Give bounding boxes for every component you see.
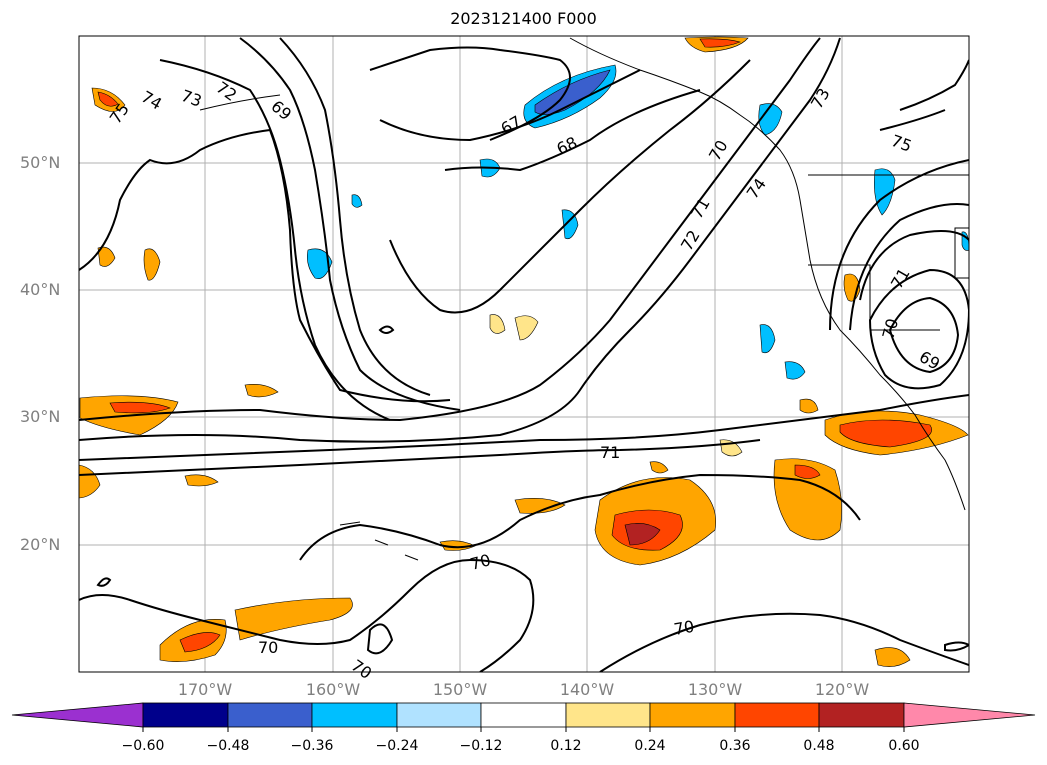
lat-label: 30°N	[20, 407, 61, 426]
lat-label: 20°N	[20, 535, 61, 554]
colorbar-tick-label: −0.60	[121, 738, 165, 754]
lon-label: 150°W	[432, 680, 488, 699]
lon-label: 170°W	[177, 680, 233, 699]
colorbar-segment	[227, 702, 313, 728]
colorbar-tick-label: −0.24	[375, 738, 419, 754]
colorbar-segment	[311, 702, 398, 728]
lat-label: 50°N	[20, 153, 61, 172]
height-contours	[79, 37, 969, 672]
colorbar-tick-label: −0.12	[459, 738, 503, 754]
plot-area	[79, 36, 969, 672]
plot-frame	[78, 35, 970, 673]
colorbar	[11, 702, 1036, 728]
lon-label: 130°W	[687, 680, 743, 699]
lat-label: 40°N	[20, 280, 61, 299]
colorbar-low-extension	[11, 702, 144, 728]
colorbar-tick-label: 0.36	[719, 738, 751, 754]
colorbar-segment	[480, 702, 567, 728]
colorbar-high-extension	[903, 702, 1036, 728]
lon-label: 140°W	[559, 680, 615, 699]
colorbar-segment	[649, 702, 736, 728]
contour-label: 71	[600, 443, 620, 462]
lon-label: 120°W	[814, 680, 870, 699]
colorbar-tick-label: −0.48	[206, 738, 250, 754]
contour-label: 70	[879, 316, 903, 341]
colorbar-ticks	[142, 727, 905, 732]
colorbar-tick-label: 0.12	[550, 738, 582, 754]
colorbar-tick-label: 0.24	[634, 738, 666, 754]
gridlines	[79, 36, 969, 672]
colorbar-tick-label: 0.48	[803, 738, 835, 754]
map-title: 2023121400 F000	[450, 9, 597, 28]
contour-label: 70	[672, 617, 695, 639]
contour-label: 70	[258, 638, 278, 657]
colorbar-segment	[734, 702, 820, 728]
colorbar-tick-label: 0.60	[888, 738, 920, 754]
colorbar-segment	[396, 702, 482, 728]
colorbar-segment	[142, 702, 229, 728]
positive-anomaly-fills	[79, 36, 969, 667]
colorbar-tick-label: −0.36	[290, 738, 334, 754]
contour-label: 70	[468, 550, 493, 574]
lon-label: 160°W	[305, 680, 361, 699]
colorbar-segment	[565, 702, 651, 728]
colorbar-segment	[818, 702, 905, 728]
